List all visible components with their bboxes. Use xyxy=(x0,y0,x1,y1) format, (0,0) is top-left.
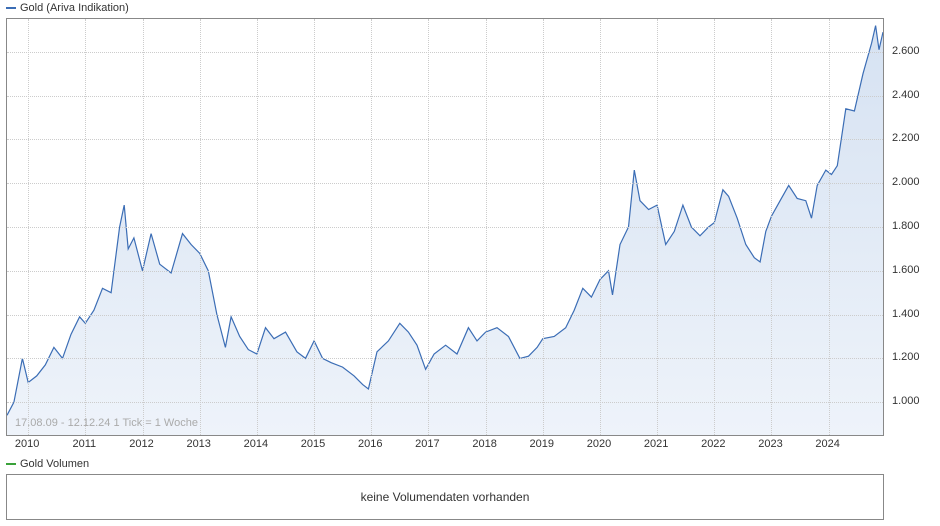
x-tick-label: 2016 xyxy=(358,438,382,450)
y-tick-label: 1.800 xyxy=(892,220,920,232)
grid-line-v xyxy=(371,19,372,435)
x-tick-label: 2023 xyxy=(758,438,782,450)
y-axis: 1.000 1.200 1.400 1.600 1.800 2.000 2.200 2.400… xyxy=(888,18,936,436)
grid-line-h xyxy=(7,96,883,97)
x-axis: 2010 2011 2012 2013 2014 2015 2016 2017 2018 2019… xyxy=(6,438,884,454)
grid-line-v xyxy=(257,19,258,435)
grid-line-h xyxy=(7,402,883,403)
grid-line-v xyxy=(657,19,658,435)
x-tick-label: 2011 xyxy=(73,438,97,450)
volume-legend: Gold Volumen xyxy=(6,458,89,470)
grid-line-v xyxy=(28,19,29,435)
y-tick-label: 1.400 xyxy=(892,308,920,320)
date-range-label: 17.08.09 - 12.12.24 1 Tick = 1 Woche xyxy=(15,417,198,429)
grid-line-v xyxy=(428,19,429,435)
x-tick-label: 2015 xyxy=(301,438,325,450)
y-tick-label: 2.400 xyxy=(892,89,920,101)
x-tick-label: 2019 xyxy=(530,438,554,450)
grid-line-h xyxy=(7,183,883,184)
x-tick-label: 2022 xyxy=(701,438,725,450)
y-tick-label: 1.600 xyxy=(892,264,920,276)
y-tick-label: 1.200 xyxy=(892,351,920,363)
grid-line-h xyxy=(7,139,883,140)
grid-line-v xyxy=(314,19,315,435)
x-tick-label: 2013 xyxy=(186,438,210,450)
x-tick-label: 2010 xyxy=(15,438,39,450)
x-tick-label: 2012 xyxy=(129,438,153,450)
grid-line-v xyxy=(829,19,830,435)
grid-line-v xyxy=(543,19,544,435)
volume-panel: keine Volumendaten vorhanden xyxy=(6,474,884,520)
grid-line-h xyxy=(7,52,883,53)
grid-line-v xyxy=(600,19,601,435)
grid-line-h xyxy=(7,227,883,228)
main-legend: Gold (Ariva Indikation) xyxy=(6,2,129,14)
x-tick-label: 2018 xyxy=(472,438,496,450)
x-tick-label: 2017 xyxy=(415,438,439,450)
main-legend-marker xyxy=(6,7,16,9)
grid-line-h xyxy=(7,271,883,272)
volume-legend-label: Gold Volumen xyxy=(20,458,89,470)
y-tick-label: 2.200 xyxy=(892,132,920,144)
main-legend-label: Gold (Ariva Indikation) xyxy=(20,2,129,14)
x-tick-label: 2024 xyxy=(815,438,839,450)
x-tick-label: 2020 xyxy=(587,438,611,450)
y-tick-label: 2.000 xyxy=(892,176,920,188)
price-chart: 17.08.09 - 12.12.24 1 Tick = 1 Woche xyxy=(6,18,884,436)
grid-line-v xyxy=(200,19,201,435)
x-tick-label: 2021 xyxy=(644,438,668,450)
x-tick-label: 2014 xyxy=(244,438,268,450)
chart-container: Gold (Ariva Indikation) 17.08.09 - 12.12… xyxy=(0,0,940,526)
grid-line-h xyxy=(7,358,883,359)
no-volume-text: keine Volumendaten vorhanden xyxy=(361,490,530,504)
volume-legend-marker xyxy=(6,463,16,465)
grid-line-v xyxy=(771,19,772,435)
y-tick-label: 2.600 xyxy=(892,45,920,57)
grid-line-h xyxy=(7,315,883,316)
grid-line-v xyxy=(714,19,715,435)
grid-line-v xyxy=(486,19,487,435)
grid-line-v xyxy=(143,19,144,435)
y-tick-label: 1.000 xyxy=(892,395,920,407)
grid-line-v xyxy=(85,19,86,435)
